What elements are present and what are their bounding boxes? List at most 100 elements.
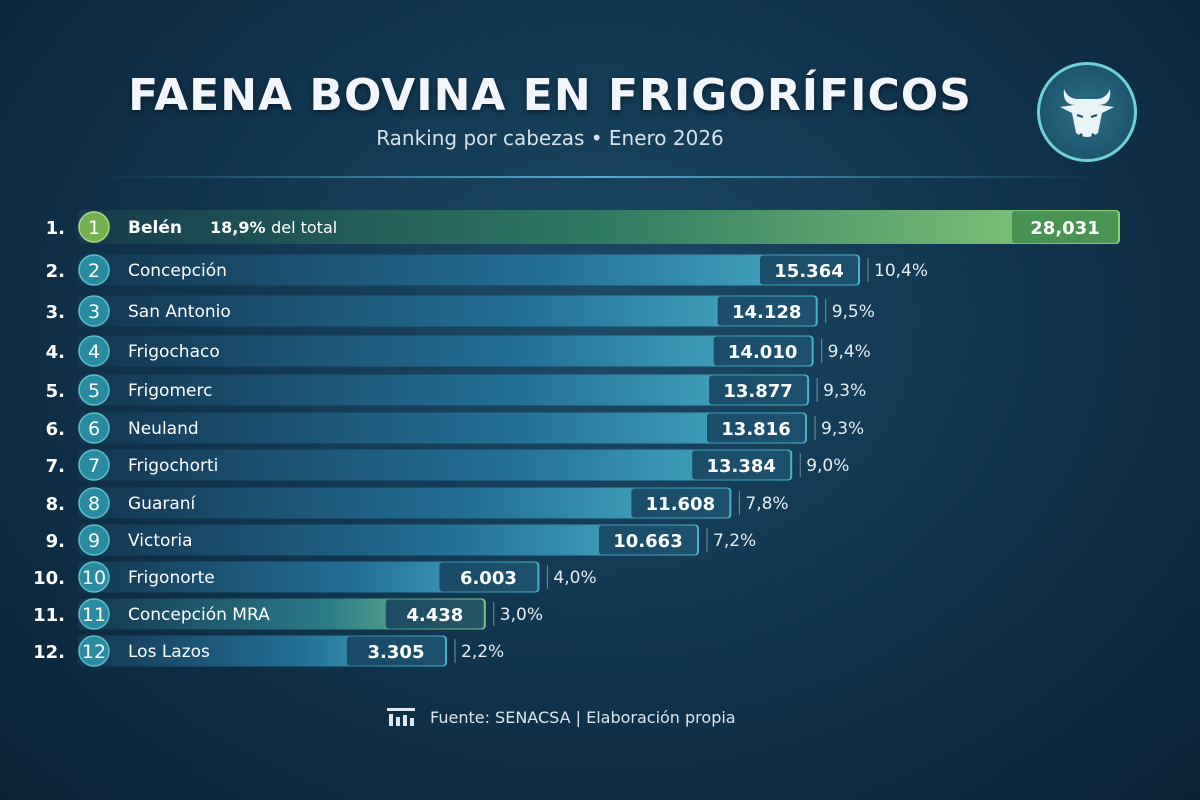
rank-badge <box>78 561 110 593</box>
rank-badge-number: 5 <box>88 380 100 402</box>
category-label: Neuland <box>128 419 199 439</box>
rank-badge <box>78 635 110 667</box>
bar-row: 11. 11 Concepción MRA 4.438 3,0% <box>33 598 543 630</box>
rank-label: 8. <box>46 494 65 515</box>
category-label: Frigochaco <box>128 342 220 362</box>
bar <box>78 335 814 367</box>
value-label: 14.010 <box>728 342 797 363</box>
rank-label: 5. <box>46 381 65 402</box>
value-box <box>707 413 806 443</box>
percent-label: 9,5% <box>832 302 875 322</box>
value-box <box>599 525 698 555</box>
rank-badge <box>78 254 110 286</box>
category-label: Guaraní <box>128 494 197 514</box>
value-label: 4.438 <box>406 605 463 626</box>
value-box <box>347 636 445 666</box>
rank-badge-number: 8 <box>88 493 100 515</box>
rank-badge-number: 6 <box>88 418 100 440</box>
percent-label: 3,0% <box>500 605 543 625</box>
bar-row: 9. 9 Victoria 10.663 7,2% <box>46 524 756 556</box>
rank-label: 9. <box>46 531 65 552</box>
bar <box>78 524 700 556</box>
rank-label: 3. <box>46 302 65 323</box>
rank-badge <box>78 598 110 630</box>
category-label: San Antonio <box>128 302 231 322</box>
bar-row: 5. 5 Frigomerc 13.877 9,3% <box>46 374 866 406</box>
rank-badge-number: 9 <box>88 530 100 552</box>
rank-badge-number: 3 <box>88 301 100 323</box>
value-box <box>385 599 484 629</box>
percent-label: 7,2% <box>713 531 756 551</box>
rank-badge <box>78 524 110 556</box>
value-label: 10.663 <box>613 531 682 552</box>
rank-badge <box>78 449 110 481</box>
bar <box>78 210 1120 244</box>
value-label: 14.128 <box>732 302 801 323</box>
percent-label: 9,0% <box>806 456 849 476</box>
value-box <box>631 488 730 518</box>
category-label: Belén <box>128 218 182 238</box>
divider <box>100 176 1100 178</box>
rank-label: 2. <box>46 261 65 282</box>
bar <box>78 295 818 327</box>
rank-badge <box>78 374 110 406</box>
bar-row: 10. 10 Frigonorte 6.003 4,0% <box>33 561 597 593</box>
rank-badge-number: 4 <box>88 341 100 363</box>
category-label: Frigonorte <box>128 568 215 588</box>
bar-row: 8. 8 Guaraní 11.608 7,8% <box>46 487 789 519</box>
share-label: 18,9% del total <box>210 218 337 237</box>
bar-row: 2. 2 Concepción 15.364 10,4% <box>46 254 928 286</box>
category-label: Los Lazos <box>128 642 210 662</box>
value-box <box>717 296 816 326</box>
percent-label: 7,8% <box>745 494 788 514</box>
rank-badge-number: 11 <box>82 604 106 626</box>
rank-label: 6. <box>46 419 65 440</box>
rank-badge <box>78 295 110 327</box>
rank-badge <box>78 487 110 519</box>
bar <box>78 561 540 593</box>
category-label: Victoria <box>128 531 193 551</box>
value-box <box>439 562 538 592</box>
rank-badge-number: 7 <box>88 455 100 477</box>
value-box <box>692 450 791 480</box>
value-label: 13.816 <box>721 419 790 440</box>
rank-badge-number: 1 <box>88 217 100 239</box>
bar-row: 7. 7 Frigochorti 13.384 9,0% <box>46 449 849 481</box>
value-box <box>760 255 859 285</box>
percent-label: 9,3% <box>823 381 866 401</box>
rank-badge-number: 12 <box>82 641 106 663</box>
value-label: 13.877 <box>723 381 792 402</box>
bar-row: 4. 4 Frigochaco 14.010 9,4% <box>46 335 871 367</box>
building-chart-icon <box>387 708 415 726</box>
value-label: 13.384 <box>706 456 775 477</box>
value-label: 3.305 <box>368 642 425 663</box>
value-label: 11.608 <box>646 494 715 515</box>
rank-badge <box>78 412 110 444</box>
bar <box>78 374 810 406</box>
bar <box>78 412 808 444</box>
bar-row: 3. 3 San Antonio 14.128 9,5% <box>46 295 875 327</box>
bar-row: 12. 12 Los Lazos 3.305 2,2% <box>33 635 504 667</box>
rank-label: 10. <box>33 568 65 589</box>
bar <box>78 254 861 286</box>
category-label: Frigomerc <box>128 381 212 401</box>
value-box <box>713 336 812 366</box>
source-text: Fuente: SENACSA | Elaboración propia <box>430 707 736 727</box>
rank-label: 11. <box>33 605 65 626</box>
bar-row: 6. 6 Neuland 13.816 9,3% <box>46 412 864 444</box>
value-label: 15.364 <box>774 261 843 282</box>
source-note: Fuente: SENACSA | Elaboración propia <box>386 706 736 728</box>
rank-label: 12. <box>33 642 65 663</box>
category-label: Concepción <box>128 261 227 281</box>
rank-label: 7. <box>46 456 65 477</box>
value-box <box>709 375 808 405</box>
category-label: Concepción MRA <box>128 605 270 625</box>
percent-label: 4,0% <box>553 568 596 588</box>
category-label: Frigochorti <box>128 456 218 476</box>
bar <box>78 449 793 481</box>
rank-badge <box>78 335 110 367</box>
bar <box>78 487 732 519</box>
percent-label: 9,3% <box>821 419 864 439</box>
percent-label: 2,2% <box>461 642 504 662</box>
